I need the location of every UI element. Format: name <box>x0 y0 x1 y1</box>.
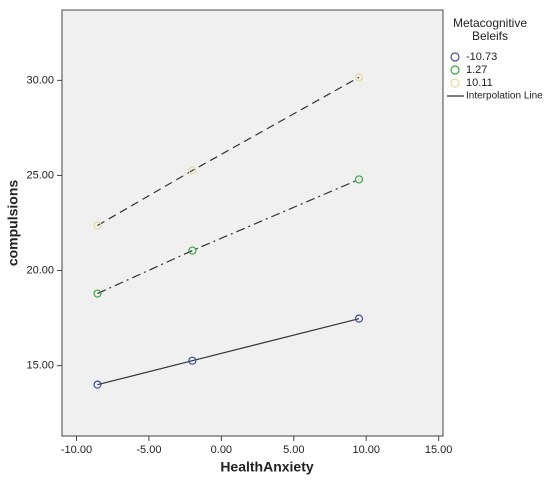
x-tick-label: 15.00 <box>425 444 453 456</box>
legend-marker <box>450 78 460 88</box>
x-tick-label: -5.00 <box>136 444 161 456</box>
point <box>354 73 364 82</box>
point <box>188 166 197 175</box>
point <box>188 356 197 365</box>
point <box>93 380 102 389</box>
point <box>188 246 197 255</box>
legend-label: Interpolation Line <box>466 91 543 102</box>
interpolation-line <box>97 318 360 386</box>
y-tick-label: 15.00 <box>26 360 54 372</box>
y-axis-label: compulsions <box>5 180 21 267</box>
interpolation-line <box>97 76 360 226</box>
point <box>354 314 364 323</box>
legend-marker <box>450 65 460 75</box>
x-tick-label: 5.00 <box>283 444 304 456</box>
legend-label: 1.27 <box>466 64 487 76</box>
legend-label: -10.73 <box>466 51 497 63</box>
x-axis-label: HealthAnxiety <box>220 459 314 475</box>
legend-title: Metacognitive Beleifs <box>452 16 528 43</box>
legend-label: 10.11 <box>466 77 493 89</box>
y-tick-label: 30.00 <box>26 74 54 86</box>
x-tick-label: 10.00 <box>352 444 380 456</box>
point <box>354 175 364 184</box>
x-tick-label: 0.00 <box>211 444 232 456</box>
x-tick-label: -10.00 <box>61 444 92 456</box>
y-tick-label: 25.00 <box>26 169 54 181</box>
plot-area <box>61 9 444 437</box>
y-tick-label: 20.00 <box>26 264 54 276</box>
point <box>93 289 102 298</box>
point <box>93 221 102 230</box>
legend-marker <box>450 52 460 62</box>
